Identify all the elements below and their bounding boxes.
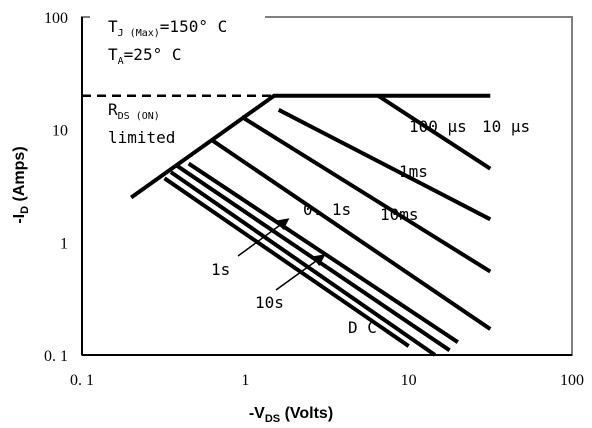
series-layer [82,93,492,357]
x-tick-label: 100 [560,372,584,389]
label-10ms: 10ms [380,205,419,224]
x-tick-label: 0. 1 [70,372,94,389]
x-axis-label: -VDS (Volts) [249,405,333,425]
plot-frame [81,16,573,356]
tj-max-label: TJ (Max)=150° C [108,17,227,39]
y-tick-label: 100 [44,10,68,27]
series-line [277,108,492,222]
soa-envelope [130,93,491,200]
y-tick-label: 0. 1 [44,348,68,365]
x-tick-label: 1 [241,372,249,389]
label-arrows [237,218,326,291]
series-line [187,161,459,344]
label-0-1s: 0. 1s [303,200,351,219]
series-line [377,94,492,171]
label-1ms: 1ms [399,162,428,181]
rds-on-label: RDS (ON) [108,100,160,122]
series-line [240,115,492,274]
label-dc: D C [348,318,377,337]
label-10us: 10 μs [482,117,530,136]
x-tick-label: 10 [401,372,417,389]
y-tick-label: 1 [60,235,68,252]
y-axis-label: -ID (Amps) [11,146,31,223]
plot-border [81,16,573,356]
series-line [169,170,437,357]
series-line [175,163,451,352]
series-line [211,138,492,331]
arrow-1s [237,218,290,257]
label-10s: 10s [255,293,284,312]
arrow-10s [275,254,326,291]
label-1s: 1s [211,260,230,279]
series-line [163,176,410,348]
y-tick-label: 10 [52,123,68,140]
rds-limited-label: limited [108,128,175,147]
conditions-background [90,6,265,66]
axis-ticks: 0. 1 1 10 100 0. 1 1 10 100 [44,10,584,389]
ta-label: TA=25° C [108,45,181,67]
label-100us: 100 μs [409,117,467,136]
